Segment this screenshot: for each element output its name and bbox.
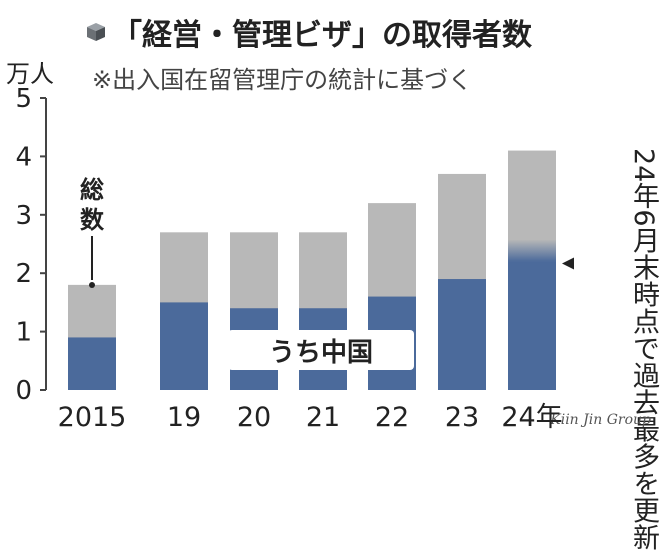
y-tick-label: 1 (15, 318, 32, 348)
y-tick-label: 3 (15, 201, 32, 231)
bar-china (68, 337, 116, 390)
bar-china (160, 302, 208, 390)
x-tick-label: 23 (445, 402, 479, 433)
cube-icon (87, 23, 105, 41)
y-tick-label: 2 (15, 259, 32, 289)
chart-title: 「経営・管理ビザ」の取得者数 (112, 18, 532, 53)
y-tick-label: 5 (15, 84, 32, 114)
x-tick-label: 20 (237, 402, 271, 433)
x-tick-label: 21 (306, 402, 340, 433)
total-pointer-dot (89, 282, 95, 288)
x-tick-label: 22 (375, 402, 409, 433)
chart-figure: 「経営・管理ビザ」の取得者数 ※出入国在留管理庁の統計に基づく 万人 24年6月… (6, 18, 659, 551)
x-tick-label: 19 (167, 402, 201, 433)
x-tick-label: 2015 (58, 402, 127, 433)
china-label-bg (228, 330, 414, 370)
annotation-pointer (562, 257, 574, 270)
y-tick-label: 0 (15, 376, 32, 406)
bar-china-fade (508, 239, 556, 262)
bar-china (508, 261, 556, 390)
total-label-char: 総 (80, 176, 104, 204)
y-axis-unit: 万人 (6, 60, 54, 88)
total-label-char: 数 (80, 206, 105, 234)
watermark: Kiin Jin Group (550, 412, 651, 428)
china-label: うち中国 (269, 338, 373, 368)
bar-china (438, 279, 486, 390)
chart-subtitle: ※出入国在留管理庁の統計に基づく (92, 66, 473, 94)
y-tick-label: 4 (15, 142, 32, 172)
x-tick-label: 24年 (501, 402, 562, 433)
